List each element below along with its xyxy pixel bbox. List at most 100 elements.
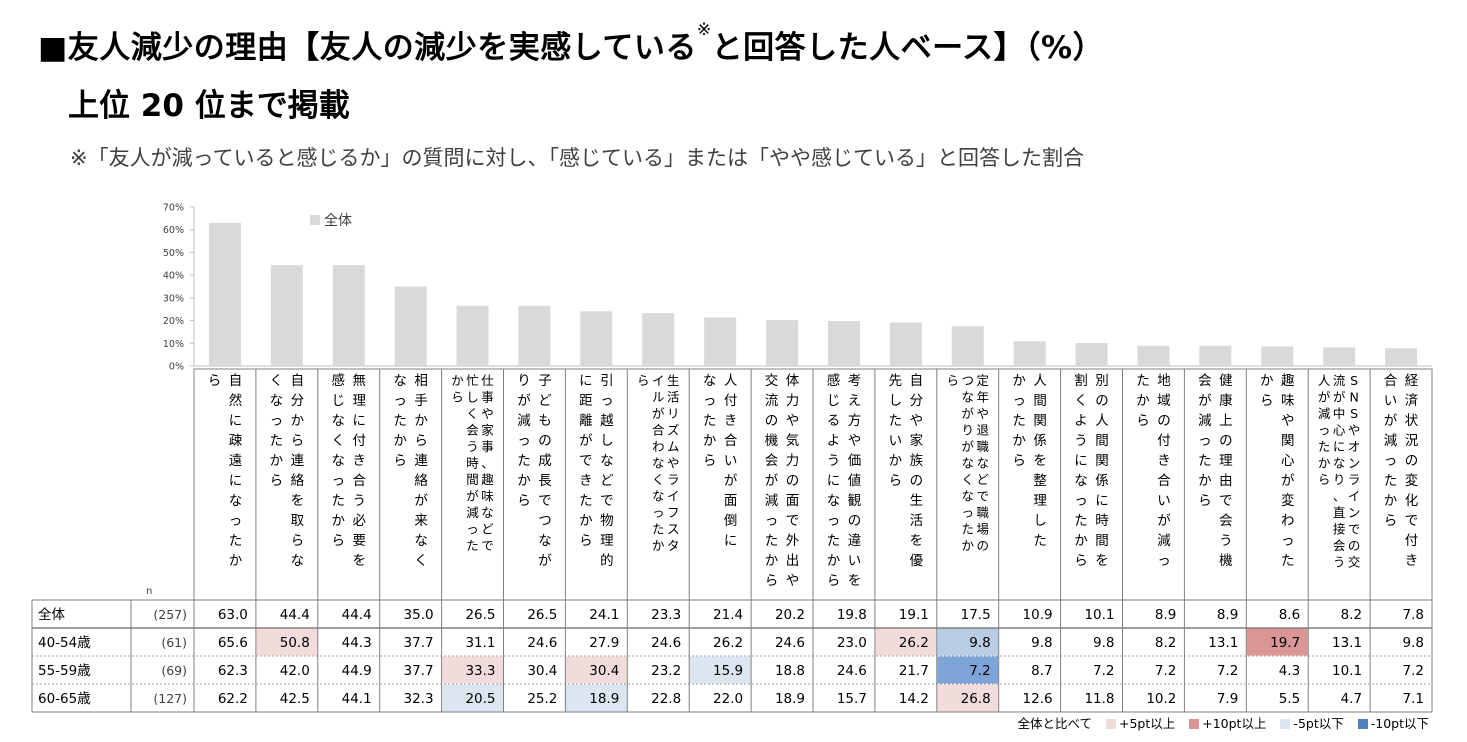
bar: [332, 265, 365, 366]
highlight-legend-minus5: -5pt以下: [1280, 716, 1344, 731]
table-cell-value: 7.2: [1093, 663, 1114, 679]
category-label-char: 引: [600, 373, 614, 389]
y-tick-label: 70%: [163, 203, 184, 214]
category-label-char: た: [1198, 453, 1212, 469]
category-label-char: 自: [910, 373, 924, 389]
category-label-char: な: [976, 456, 989, 471]
category-label-char: が: [538, 553, 552, 569]
table-cell-value: 11.8: [1084, 691, 1114, 707]
category-label-char: や: [786, 413, 800, 429]
category-label-char: 価: [848, 453, 862, 469]
category-label-char: 地: [1157, 373, 1171, 389]
category-label-char: た: [889, 413, 903, 429]
category-label-char: う: [466, 439, 479, 454]
category-label-char: 変: [1281, 492, 1295, 509]
table-cell-value: 8.7: [1031, 663, 1052, 679]
category-label-char: た: [1318, 439, 1331, 454]
category-label-char: に: [1095, 493, 1109, 509]
table-cell-value: 8.6: [1279, 607, 1300, 623]
bar: [951, 326, 984, 366]
category-label-char: で: [579, 453, 593, 469]
category-label-char: っ: [1281, 533, 1295, 549]
category-label-char: 面: [724, 493, 738, 509]
table-cell-value: 7.2: [969, 663, 990, 679]
category-label-char: 事: [481, 390, 494, 405]
table-cell-value: 10.2: [1146, 691, 1176, 707]
y-tick-label: 0%: [169, 362, 184, 373]
table-cell-value: 19.7: [1270, 635, 1300, 651]
category-label-char: 交: [765, 372, 779, 389]
category-label-char: く: [652, 472, 665, 487]
category-label-char: が: [724, 473, 738, 489]
bar: [1323, 347, 1356, 366]
table-highlight-cell: [937, 684, 999, 712]
bar: [1199, 345, 1232, 366]
category-label-char: た: [393, 413, 407, 429]
category-label-char: 味: [1281, 393, 1295, 409]
category-label-char: っ: [393, 393, 407, 409]
category-label-char: っ: [332, 473, 346, 489]
category-label-char: た: [1012, 413, 1026, 429]
table-cell-value: 9.8: [1031, 635, 1052, 651]
category-label-char: な: [652, 456, 665, 471]
category-label-char: な: [332, 413, 346, 429]
table-cell-value: 62.3: [218, 663, 248, 679]
table-cell-value: 26.2: [899, 635, 929, 651]
category-label-char: 減: [517, 412, 531, 429]
category-label-char: 長: [538, 473, 552, 489]
swatch-plus10: [1189, 719, 1200, 729]
highlight-legend-plus10: +10pt以上: [1189, 716, 1266, 731]
category-label-char: か: [652, 538, 665, 553]
category-label-char: ル: [652, 390, 665, 405]
category-label-char: 絡: [291, 473, 305, 489]
category-label-char: ム: [667, 439, 680, 454]
category-label-char: 子: [538, 373, 552, 389]
category-label-char: 、: [481, 456, 494, 471]
category-label-char: 力: [786, 393, 800, 409]
category-label-char: な: [291, 553, 305, 569]
category-label-char: う: [353, 493, 367, 509]
bar: [827, 321, 860, 366]
category-label-char: 定: [976, 373, 989, 388]
category-label-char: 越: [600, 413, 614, 429]
category-label-char: か: [765, 553, 779, 569]
table-highlight-cell: [442, 684, 503, 712]
category-label-char: 気: [786, 433, 800, 449]
category-label-char: 退: [976, 423, 989, 438]
table-cell-value: 24.6: [775, 635, 805, 651]
table-cell-value: 9.8: [969, 635, 990, 651]
category-label-char: な: [1333, 456, 1346, 471]
category-label-char: か: [579, 513, 593, 529]
category-label-char: 遠: [229, 453, 243, 469]
category-label-char: ラ: [1348, 472, 1361, 487]
category-label-char: 出: [786, 553, 800, 569]
category-label-char: で: [1219, 493, 1233, 509]
category-label-char: な: [393, 373, 407, 389]
category-label-char: 連: [291, 453, 305, 469]
table-cell-value: 32.3: [404, 691, 434, 707]
table-cell-value: 44.4: [342, 607, 372, 623]
category-label-char: 関: [1095, 453, 1109, 469]
category-label-char: ら: [270, 473, 284, 489]
category-label-char: の: [786, 473, 800, 489]
bar: [889, 322, 922, 366]
table-cell-value: 26.5: [527, 607, 557, 623]
category-label-char: 仕: [481, 373, 494, 388]
category-label-char: や: [976, 406, 989, 421]
category-label-char: 然: [229, 392, 243, 409]
table-row-label: 55-59歳: [38, 663, 91, 679]
table-cell-value: 4.3: [1279, 663, 1300, 679]
category-label-char: 感: [332, 372, 346, 389]
category-label-char: ら: [946, 373, 959, 388]
category-label-char: っ: [270, 413, 284, 429]
category-label-char: 絡: [414, 473, 428, 489]
y-tick-label: 40%: [163, 271, 184, 282]
n-label: n: [146, 586, 152, 597]
category-label-char: 交: [1348, 555, 1361, 570]
category-label-char: 値: [848, 473, 862, 489]
table-cell-value: 7.1: [1403, 691, 1424, 707]
swatch-minus5: [1280, 719, 1291, 729]
category-label-char: り: [1333, 472, 1346, 487]
category-label-char: 生: [667, 373, 680, 388]
category-label-char: っ: [517, 433, 531, 449]
